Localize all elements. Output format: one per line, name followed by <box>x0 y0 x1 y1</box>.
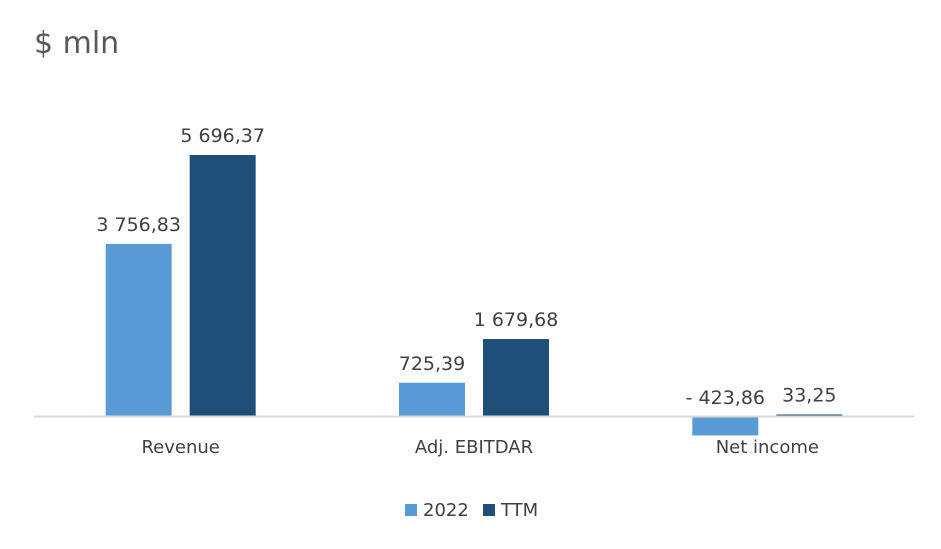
data-label: 33,25 <box>782 384 836 406</box>
data-label: - 423,86 <box>686 387 765 409</box>
bar-2022-adj-ebitdar <box>399 382 465 416</box>
legend-label-2022: 2022 <box>423 500 469 521</box>
legend-swatch-2022 <box>405 504 417 516</box>
chart-title: $ mln <box>34 26 120 61</box>
data-label: 3 756,83 <box>96 214 181 236</box>
legend-swatch-ttm <box>483 504 495 516</box>
bar-2022-revenue <box>105 243 172 416</box>
bar-ttm-revenue <box>189 155 256 416</box>
category-label: Adj. EBITDAR <box>415 437 533 458</box>
bar-2022-net-income <box>692 416 759 436</box>
bar-ttm-net-income <box>776 414 843 416</box>
legend-label-ttm: TTM <box>500 500 538 521</box>
category-label: Net income <box>716 437 819 458</box>
data-label: 5 696,37 <box>180 125 265 147</box>
data-label: 1 679,68 <box>474 309 559 331</box>
data-label: 725,39 <box>399 353 465 375</box>
category-label: Revenue <box>141 437 219 458</box>
bar-ttm-adj-ebitdar <box>483 339 549 416</box>
